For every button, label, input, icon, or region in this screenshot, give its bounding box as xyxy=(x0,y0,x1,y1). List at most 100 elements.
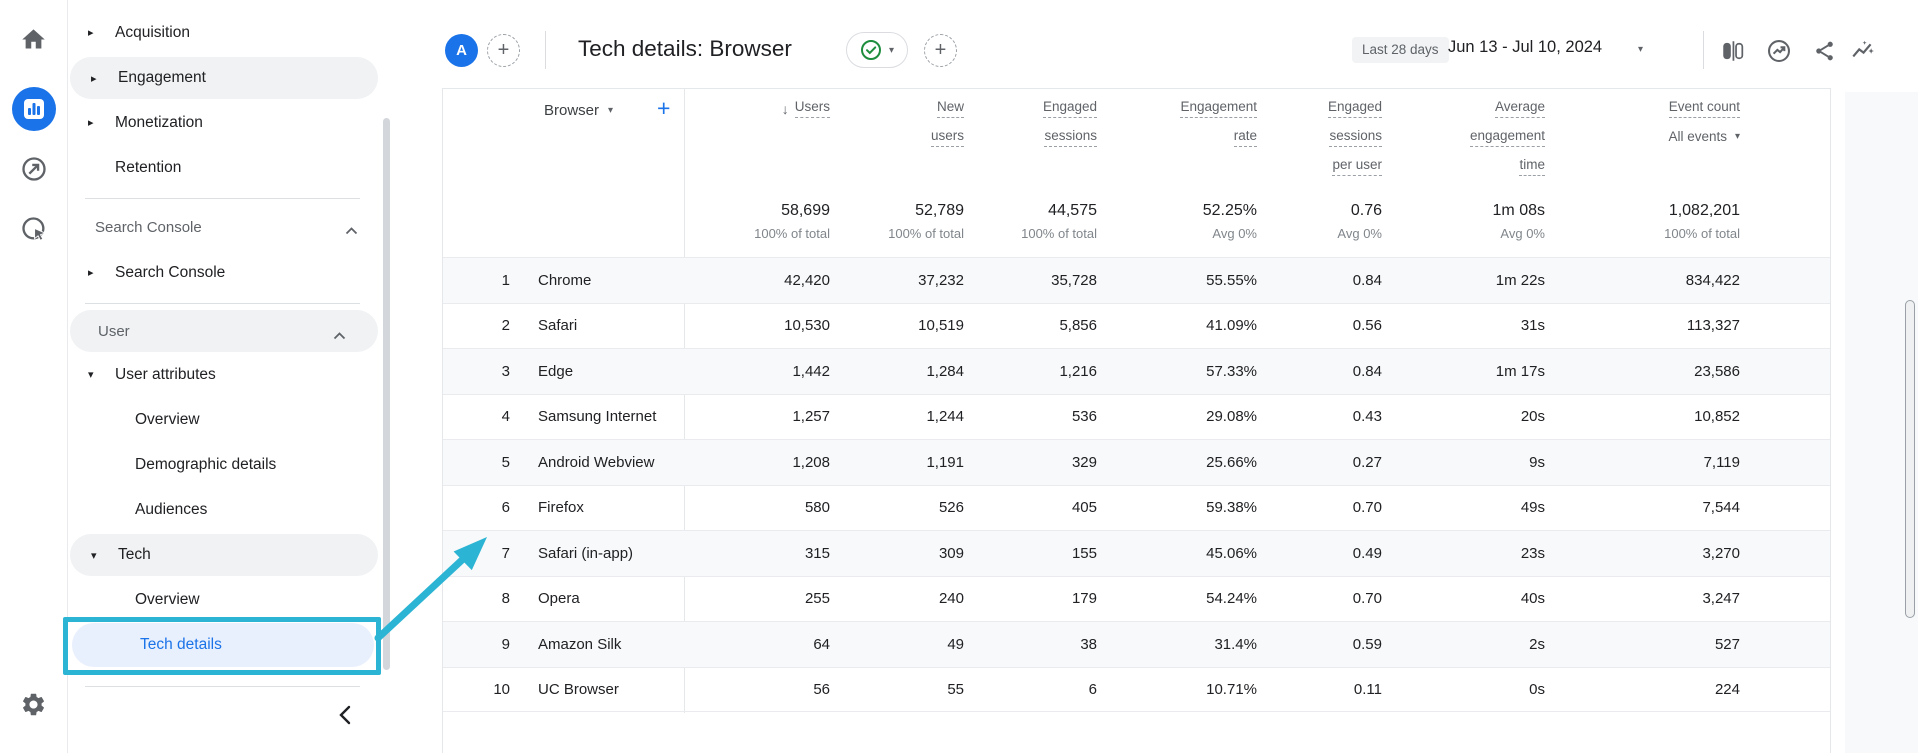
metric-value: 240 xyxy=(938,590,964,608)
metric-value: 45.06% xyxy=(1206,544,1257,562)
row-rank: 7 xyxy=(501,544,510,562)
column-header-event-count[interactable]: Event count All events ▾ xyxy=(1545,99,1740,186)
sidebar-item-tech-details[interactable]: Tech details xyxy=(72,623,374,667)
collapse-arrow-icon[interactable]: ▾ xyxy=(88,369,94,381)
dimension-dropdown[interactable]: Browser ▾ xyxy=(544,102,613,119)
chevron-down-icon[interactable]: ▾ xyxy=(1638,44,1644,55)
settings-gear-icon[interactable] xyxy=(0,691,67,718)
table-row: 6 Firefox 580 526 405 59.38% 0.70 49s 7,544 xyxy=(443,484,1830,531)
section-label: Search Console xyxy=(95,219,202,236)
column-header-label: rate xyxy=(1233,128,1257,147)
column-header-engaged-sessions-per-user[interactable]: Engaged sessions per user xyxy=(1257,99,1382,186)
sidebar-item-label: Tech xyxy=(118,546,151,563)
column-header-new-users[interactable]: New users xyxy=(830,99,964,186)
share-icon[interactable] xyxy=(1812,38,1838,64)
browser-name: Edge xyxy=(538,362,574,380)
totals-value: 58,699 xyxy=(781,202,830,219)
sidebar-item-overview-tech[interactable]: Overview xyxy=(67,577,390,622)
reports-active-circle xyxy=(11,87,56,131)
sidebar-item-retention[interactable]: Retention xyxy=(67,145,390,190)
metric-value: 0.49 xyxy=(1352,544,1382,562)
totals-caption: 100% of total xyxy=(754,226,830,241)
explore-icon[interactable] xyxy=(0,155,67,183)
insights-icon[interactable] xyxy=(1766,38,1792,64)
metric-value: 155 xyxy=(1071,544,1097,562)
sidebar-item-label: Overview xyxy=(135,410,200,428)
metric-value: 1,442 xyxy=(792,362,830,380)
sidebar-item-user-attributes[interactable]: ▾ User attributes xyxy=(67,352,390,397)
page-scrollbar[interactable] xyxy=(1905,300,1915,618)
metric-value: 56 xyxy=(813,680,830,698)
expand-arrow-icon[interactable]: ▸ xyxy=(88,27,94,39)
add-dimension-button[interactable]: + xyxy=(657,95,670,122)
expand-arrow-icon[interactable]: ▸ xyxy=(88,117,94,129)
home-icon[interactable] xyxy=(0,26,67,53)
add-tab-button[interactable]: + xyxy=(487,34,520,67)
report-nav-sidebar: ▸ Acquisition ▸ Engagement ▸ Monetizatio… xyxy=(67,0,390,753)
metric-value: 0.27 xyxy=(1352,453,1382,471)
chevron-up-icon[interactable] xyxy=(333,327,346,344)
expand-arrow-icon[interactable]: ▸ xyxy=(91,72,97,85)
date-preset-badge: Last 28 days xyxy=(1352,37,1449,63)
event-count-filter-dropdown[interactable]: All events ▾ xyxy=(1668,129,1740,144)
browser-name: Opera xyxy=(538,590,580,608)
table-row: 5 Android Webview 1,208 1,191 329 25.66% 0.27 9… xyxy=(443,439,1830,485)
column-header-label: Users xyxy=(794,99,830,118)
browser-report-table: Browser ▾ + ↓ Users New users Engaged session… xyxy=(442,88,1831,753)
sidebar-item-acquisition[interactable]: ▸ Acquisition xyxy=(67,10,390,55)
metric-value: 329 xyxy=(1071,453,1097,471)
sidebar-section-search-console[interactable]: Search Console xyxy=(67,205,390,250)
sidebar-scrollbar[interactable] xyxy=(383,118,390,670)
comparison-icon[interactable] xyxy=(1720,38,1746,64)
divider xyxy=(545,31,546,69)
metric-value: 35,728 xyxy=(1051,271,1097,289)
metric-value: 31.4% xyxy=(1214,635,1257,653)
column-header-label: New xyxy=(936,99,964,118)
column-header-engagement-rate[interactable]: Engagement rate xyxy=(1097,99,1257,186)
metric-value: 405 xyxy=(1071,499,1097,517)
avatar-letter: A xyxy=(456,42,467,59)
sidebar-section-user[interactable]: User xyxy=(70,310,378,352)
report-status-button[interactable]: ▾ xyxy=(846,32,908,68)
expand-arrow-icon[interactable]: ▸ xyxy=(88,267,94,279)
collapse-sidebar-button[interactable] xyxy=(330,700,360,730)
table-row: 10 UC Browser 56 55 6 10.71% 0.11 0s 224 xyxy=(443,666,1830,712)
metric-value: 7,544 xyxy=(1702,499,1740,517)
add-report-button[interactable]: + xyxy=(924,34,957,67)
date-range-selector[interactable]: Jun 13 - Jul 10, 2024 xyxy=(1448,38,1603,56)
metric-value: 179 xyxy=(1071,590,1097,608)
insights-sparkline-icon[interactable] xyxy=(1850,38,1876,64)
browser-name: Safari xyxy=(538,317,578,335)
column-header-label: engagement xyxy=(1469,128,1545,147)
sidebar-item-demographic-details[interactable]: Demographic details xyxy=(67,442,390,487)
sidebar-item-audiences[interactable]: Audiences xyxy=(67,487,390,532)
column-header-average-engagement-time[interactable]: Average engagement time xyxy=(1382,99,1545,186)
metric-value: 1,216 xyxy=(1059,362,1097,380)
divider xyxy=(85,198,360,199)
chevron-down-icon: ▾ xyxy=(1734,131,1740,142)
avatar[interactable]: A xyxy=(445,34,478,67)
table-row: 3 Edge 1,442 1,284 1,216 57.33% 0.84 1m 17s 23,5… xyxy=(443,348,1830,394)
metric-value: 7,119 xyxy=(1703,453,1740,471)
row-rank: 10 xyxy=(493,680,510,698)
metric-value: 20s xyxy=(1520,408,1545,426)
advertising-icon[interactable] xyxy=(0,215,67,243)
sidebar-item-overview-user-attributes[interactable]: Overview xyxy=(67,397,390,442)
reports-icon[interactable] xyxy=(0,87,67,131)
sidebar-item-label: Monetization xyxy=(115,113,203,131)
sidebar-item-tech[interactable]: ▾ Tech xyxy=(70,534,378,576)
metric-value: 0.70 xyxy=(1352,590,1382,608)
sidebar-item-search-console[interactable]: ▸ Search Console xyxy=(67,250,390,295)
sidebar-item-engagement[interactable]: ▸ Engagement xyxy=(70,57,378,99)
column-header-users[interactable]: ↓ Users xyxy=(684,99,830,186)
sidebar-item-monetization[interactable]: ▸ Monetization xyxy=(67,100,390,145)
dimension-label: Browser xyxy=(544,102,600,119)
metric-value: 580 xyxy=(804,499,830,517)
totals-caption: 100% of total xyxy=(888,226,964,241)
page-title: Tech details: Browser xyxy=(578,36,792,61)
collapse-arrow-icon[interactable]: ▾ xyxy=(91,549,97,562)
metric-value: 49s xyxy=(1520,499,1545,517)
column-header-label: Engagement xyxy=(1180,99,1257,118)
chevron-up-icon[interactable] xyxy=(345,222,358,239)
column-header-engaged-sessions[interactable]: Engaged sessions xyxy=(964,99,1097,186)
